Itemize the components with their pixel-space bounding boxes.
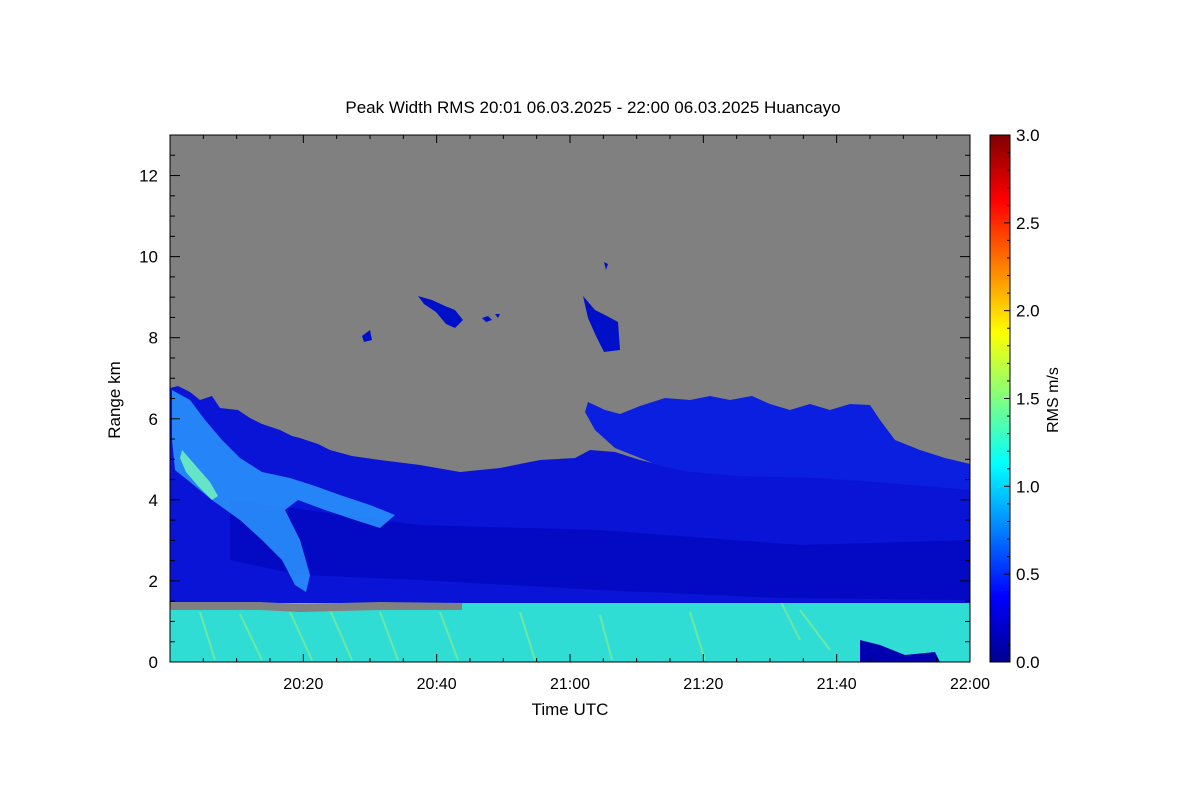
colorbar-tick-label: 0.5 <box>1016 565 1040 584</box>
lower-layer-streaks <box>199 599 831 661</box>
y-axis-ticks <box>170 154 970 643</box>
y-tick-label: 4 <box>149 491 158 510</box>
cloud-3 <box>482 314 500 322</box>
boundary-gap <box>170 602 462 612</box>
colorbar-tick-label: 0.0 <box>1016 653 1040 672</box>
y-tick-label: 2 <box>149 572 158 591</box>
y-axis-label: Range km <box>105 361 124 438</box>
plot-area <box>170 135 970 662</box>
x-tick-label: 20:20 <box>283 676 323 693</box>
lower-right-dark-patch <box>860 640 940 662</box>
x-axis-ticks <box>202 135 938 662</box>
plume-core <box>180 450 218 500</box>
x-tick-label: 21:20 <box>683 676 723 693</box>
colorbar-ticks <box>1004 152 1010 645</box>
colorbar-tick-label: 3.0 <box>1016 126 1040 145</box>
y-tick-label: 12 <box>139 167 158 186</box>
colorbar-label: RMS m/s <box>1045 367 1062 433</box>
colorbar-tick-label: 2.0 <box>1016 302 1040 321</box>
cloud-1 <box>418 296 463 328</box>
cloud-2 <box>583 296 620 352</box>
plume-cyan <box>172 390 395 592</box>
x-tick-label: 22:00 <box>950 676 990 693</box>
chart-title: Peak Width RMS 20:01 06.03.2025 - 22:00 … <box>345 98 840 117</box>
elevated-layer <box>585 396 970 490</box>
colorbar-tick-label: 1.0 <box>1016 477 1040 496</box>
y-axis-tick-labels: 0 2 4 6 8 10 12 <box>139 167 158 672</box>
y-tick-label: 0 <box>149 653 158 672</box>
x-axis-label: Time UTC <box>532 700 609 719</box>
y-tick-label: 8 <box>149 329 158 348</box>
colorbar-tick-labels: 0.0 0.5 1.0 1.5 2.0 2.5 3.0 <box>1016 126 1040 672</box>
y-tick-label: 6 <box>149 410 158 429</box>
colorbar-tick-label: 1.5 <box>1016 390 1040 409</box>
y-tick-label: 10 <box>139 248 158 267</box>
x-tick-label: 21:00 <box>550 676 590 693</box>
boundary-layer-dark <box>230 500 970 600</box>
x-tick-label: 21:40 <box>817 676 857 693</box>
colorbar-tick-label: 2.5 <box>1016 214 1040 233</box>
x-axis-tick-labels: 20:20 20:40 21:00 21:20 21:40 22:00 <box>283 676 990 693</box>
lower-layer <box>170 603 970 662</box>
x-tick-label: 20:40 <box>417 676 457 693</box>
